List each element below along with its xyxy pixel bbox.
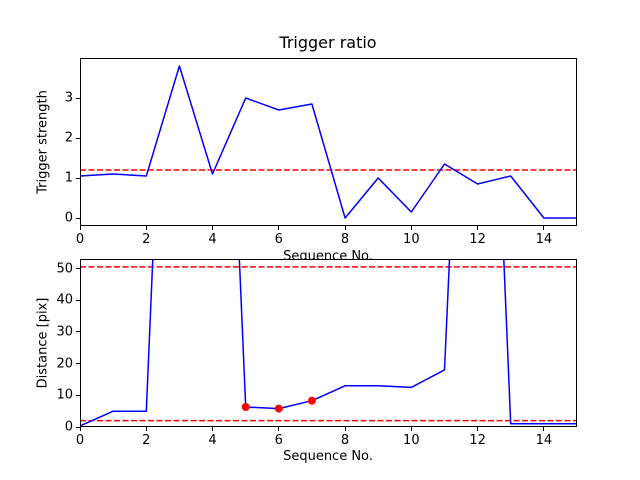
y-tick-label: 2 — [64, 130, 73, 146]
y-tick-mark — [76, 177, 80, 179]
data-point-marker — [274, 404, 283, 413]
trigger-strength-line — [79, 65, 577, 219]
y-tick-mark — [76, 331, 80, 333]
x-tick-label: 10 — [403, 232, 420, 247]
x-tick-mark — [477, 427, 479, 431]
x-tick-label: 14 — [535, 433, 553, 448]
x-tick-label: 2 — [142, 232, 151, 247]
x-tick-label: 10 — [403, 433, 420, 448]
x-tick-label: 8 — [340, 433, 350, 448]
x-tick-label: 12 — [469, 433, 486, 448]
bottom-axes-ylabel: Distance [pix] — [35, 297, 51, 389]
y-tick-label: 20 — [56, 356, 73, 372]
x-tick-mark — [145, 226, 147, 230]
x-tick-label: 2 — [142, 433, 151, 448]
y-tick-mark — [76, 394, 80, 396]
y-tick-label: 40 — [56, 292, 73, 308]
x-tick-mark — [543, 226, 545, 230]
y-tick-mark — [76, 426, 80, 428]
x-tick-label: 0 — [75, 232, 85, 247]
x-tick-mark — [278, 427, 280, 431]
x-tick-mark — [344, 226, 346, 230]
x-tick-mark — [477, 226, 479, 230]
x-tick-label: 14 — [535, 232, 553, 247]
data-point-marker — [307, 396, 316, 405]
plot-canvas — [79, 0, 577, 427]
y-tick-label: 10 — [56, 387, 73, 403]
y-tick-label: 0 — [64, 210, 73, 226]
chart-title: Trigger ratio — [279, 33, 377, 52]
x-tick-label: 12 — [469, 232, 486, 247]
bottom-axes-xlabel: Sequence No. — [283, 449, 373, 464]
top-axes-ylabel: Trigger strength — [35, 90, 51, 194]
y-tick-label: 1 — [64, 170, 73, 186]
y-tick-label: 30 — [56, 324, 73, 340]
x-tick-mark — [212, 226, 214, 230]
y-tick-mark — [76, 97, 80, 99]
x-tick-mark — [278, 226, 280, 230]
data-point-marker — [241, 403, 250, 411]
y-tick-label: 3 — [64, 90, 73, 106]
x-tick-mark — [410, 226, 412, 230]
x-tick-label: 6 — [274, 433, 283, 448]
x-tick-label: 0 — [75, 433, 85, 448]
y-tick-label: 50 — [56, 261, 73, 276]
y-tick-label: 0 — [64, 419, 73, 435]
plot-canvas — [79, 58, 577, 226]
top-axes-plot-area — [79, 58, 577, 226]
x-tick-mark — [79, 226, 81, 230]
y-tick-mark — [76, 137, 80, 139]
y-tick-mark — [76, 268, 80, 269]
x-tick-label: 6 — [274, 232, 283, 247]
x-tick-mark — [543, 427, 545, 431]
x-tick-mark — [145, 427, 147, 431]
y-tick-mark — [76, 299, 80, 301]
bottom-axes-plot-area — [79, 0, 577, 427]
distance-line — [79, 0, 577, 427]
y-tick-mark — [76, 217, 80, 219]
y-tick-mark — [76, 363, 80, 365]
axes-frame — [80, 259, 577, 427]
axes-frame — [80, 58, 577, 226]
x-tick-mark — [344, 427, 346, 431]
x-tick-label: 8 — [340, 232, 350, 247]
x-tick-label: 4 — [208, 433, 217, 448]
x-tick-label: 4 — [208, 232, 217, 247]
x-tick-mark — [212, 427, 214, 431]
x-tick-mark — [79, 427, 81, 431]
x-tick-mark — [410, 427, 412, 431]
